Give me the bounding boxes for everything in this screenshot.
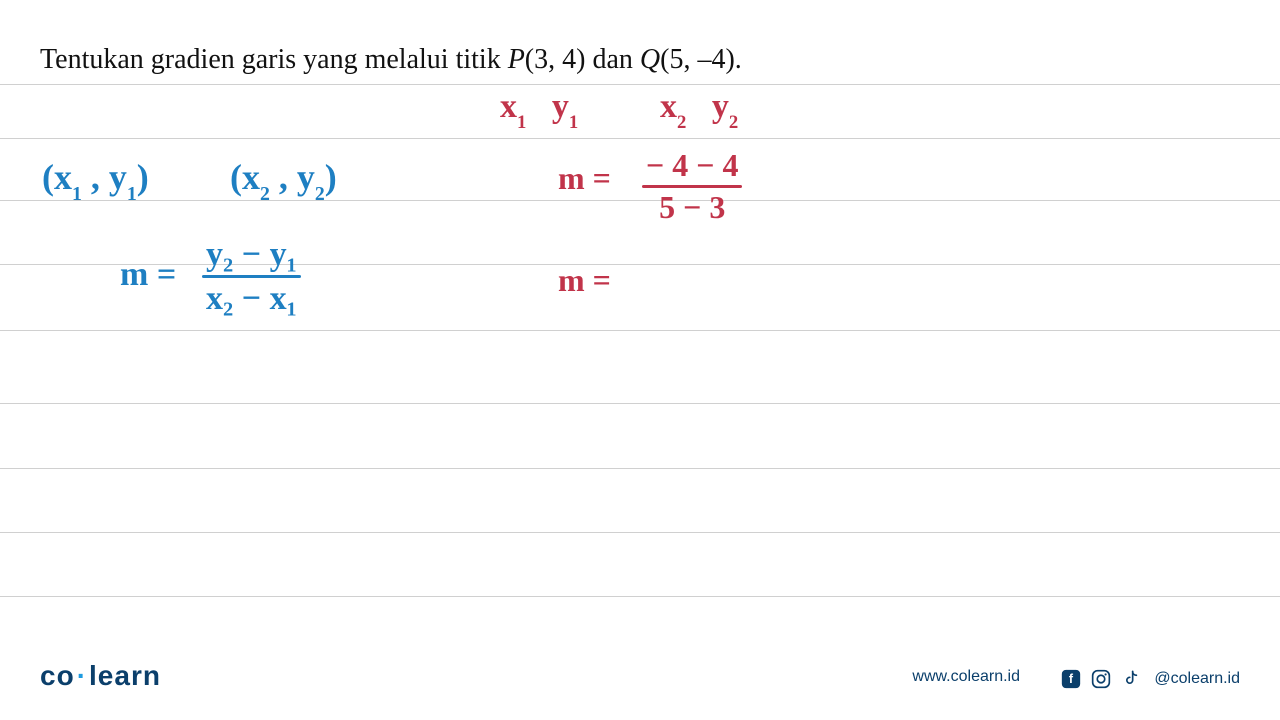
ruled-line [0, 532, 1280, 533]
calc-lhs: m = [558, 160, 611, 197]
slope-formula-frac: y₂ − y₁ x₂ − x₁ [200, 236, 303, 318]
point-Q-coords: (5, –4). [660, 44, 742, 75]
ruled-line [0, 264, 1280, 265]
ruled-line [0, 596, 1280, 597]
problem-dan: dan [585, 44, 639, 75]
sub-1: 1 [569, 112, 578, 133]
instagram-icon [1090, 668, 1112, 690]
sym-y: y [712, 88, 729, 125]
slope-denominator: x₂ − x₁ [200, 278, 303, 317]
sub-2: 2 [260, 183, 270, 205]
slope-numerator: y₂ − y₁ [200, 236, 303, 275]
point-generic-2: (x2 , y2) [230, 156, 337, 203]
slope-formula-lhs: m = [120, 256, 176, 294]
website-url: www.colearn.id [912, 668, 1020, 686]
sym-x: x [54, 157, 72, 197]
ruled-line [0, 138, 1280, 139]
sub-2: 2 [729, 112, 738, 133]
calc-numerator: − 4 − 4 [640, 148, 744, 185]
sub-1: 1 [72, 183, 82, 205]
point-generic-1: (x1 , y1) [42, 156, 149, 203]
sub-1: 1 [127, 183, 137, 205]
sym-x: x [500, 88, 517, 125]
tiktok-icon [1120, 668, 1142, 690]
paren-open: ( [230, 157, 242, 197]
point-P-coords: (3, 4) [525, 44, 586, 75]
calc-m-equals: m = [558, 160, 611, 196]
sub-2: 2 [315, 183, 325, 205]
paren-open: ( [42, 157, 54, 197]
ruled-line [0, 84, 1280, 85]
slope-m-equals: m = [120, 256, 176, 293]
ruled-line [0, 468, 1280, 469]
calc-denominator: 5 − 3 [640, 188, 744, 225]
ruled-line [0, 330, 1280, 331]
footer: co·learn www.colearn.id f @colearn.id [0, 652, 1280, 692]
brand-logo: co·learn [40, 660, 161, 692]
sym-x: x [242, 157, 260, 197]
label-x2y2: x2 y2 [660, 88, 738, 131]
logo-co: co [40, 660, 75, 691]
sym-y: y [552, 88, 569, 125]
social-links: f @colearn.id [1060, 668, 1240, 690]
problem-text: Tentukan gradien garis yang melalui titi… [40, 44, 742, 76]
problem-prefix: Tentukan gradien garis yang melalui titi… [40, 44, 508, 75]
result-lhs: m = [558, 262, 611, 299]
label-x1y1: x1 y1 [500, 88, 578, 131]
sym-x: x [660, 88, 677, 125]
comma: , [82, 157, 109, 197]
paren-close: ) [325, 157, 337, 197]
calc-frac: − 4 − 4 5 − 3 [640, 148, 744, 225]
sub-2: 2 [677, 112, 686, 133]
worksheet-paper: Tentukan gradien garis yang melalui titi… [0, 0, 1280, 720]
paren-close: ) [137, 157, 149, 197]
logo-dot: · [75, 660, 89, 691]
social-handle: @colearn.id [1154, 670, 1240, 688]
point-P-label: P [508, 44, 525, 75]
sub-1: 1 [517, 112, 526, 133]
result-m-equals: m = [558, 262, 611, 298]
point-Q-label: Q [640, 44, 660, 75]
facebook-icon: f [1060, 668, 1082, 690]
comma: , [270, 157, 297, 197]
logo-learn: learn [89, 660, 161, 691]
sym-y: y [109, 157, 127, 197]
ruled-line [0, 403, 1280, 404]
sym-y: y [297, 157, 315, 197]
